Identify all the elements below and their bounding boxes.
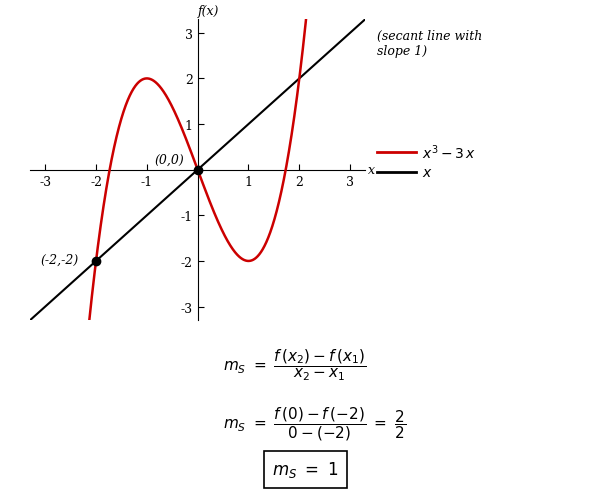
Text: x: x bbox=[368, 164, 375, 177]
Text: (0,0): (0,0) bbox=[155, 153, 184, 166]
Text: $m_S\ =\ 1$: $m_S\ =\ 1$ bbox=[273, 459, 338, 479]
Text: $m_S\ =\ \dfrac{f\,(0)-f\,(-2)}{0-(-2)}\ =\ \dfrac{2}{2}$: $m_S\ =\ \dfrac{f\,(0)-f\,(-2)}{0-(-2)}\… bbox=[223, 405, 406, 442]
Text: $m_S\ =\ \dfrac{f\,(x_2)-f\,(x_1)}{x_2-x_1}$: $m_S\ =\ \dfrac{f\,(x_2)-f\,(x_1)}{x_2-x… bbox=[223, 347, 366, 382]
Text: $x$: $x$ bbox=[422, 166, 433, 180]
Text: f(x): f(x) bbox=[198, 5, 220, 18]
Text: (secant line with
slope 1): (secant line with slope 1) bbox=[377, 30, 483, 58]
Text: $x^3-3\,x$: $x^3-3\,x$ bbox=[422, 143, 477, 162]
Text: (-2,-2): (-2,-2) bbox=[40, 254, 78, 267]
